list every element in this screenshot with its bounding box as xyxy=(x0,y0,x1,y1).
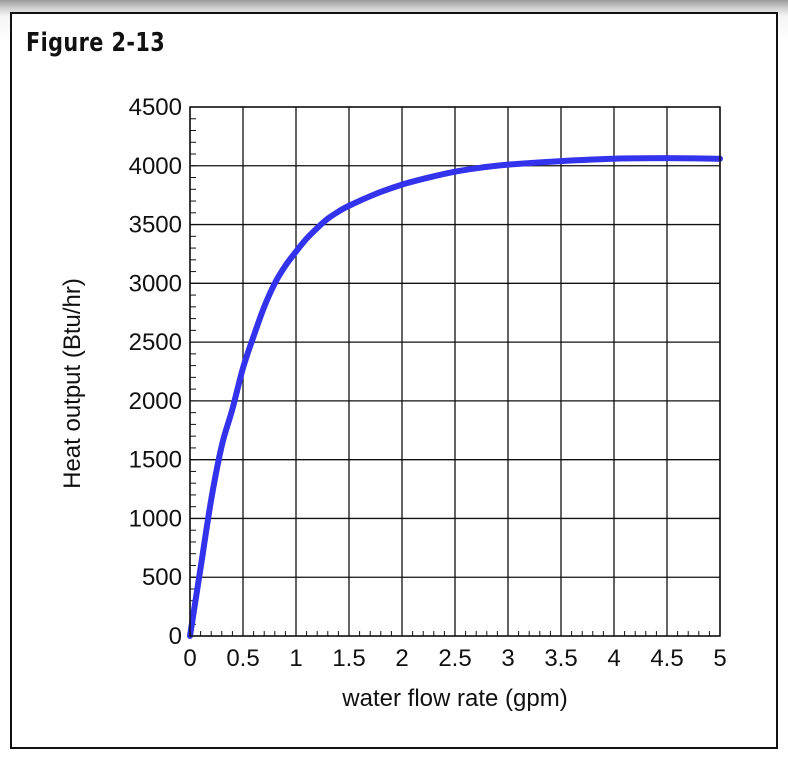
plot-border xyxy=(189,106,721,637)
x-tick-label: 1.5 xyxy=(332,645,365,672)
figure-title: Figure 2-13 xyxy=(26,28,166,58)
x-tick-labels: 0 0.5 1 1.5 2 2.5 3 3.5 4 4.5 5 xyxy=(183,645,726,672)
x-tick-label: 0 xyxy=(183,645,196,672)
figure-frame xyxy=(10,12,778,749)
x-tick-label: 3.5 xyxy=(544,645,577,672)
x-tick-label: 4 xyxy=(607,645,620,672)
x-tick-label: 1 xyxy=(289,645,302,672)
grid xyxy=(189,106,721,637)
y-tick-label: 3000 xyxy=(129,270,182,297)
x-axis-title: water flow rate (gpm) xyxy=(341,685,567,712)
x-tick-label: 4.5 xyxy=(650,645,683,672)
y-tick-label: 500 xyxy=(142,564,182,591)
x-tick-label: 3 xyxy=(501,645,514,672)
y-tick-labels: 0 500 1000 1500 2000 2500 3000 3500 4000 4500 xyxy=(129,94,182,650)
series-line xyxy=(187,155,723,639)
x-tick-label: 2.5 xyxy=(438,645,471,672)
y-tick-label: 4500 xyxy=(129,94,182,121)
x-tick-label: 2 xyxy=(395,645,408,672)
y-tick-label: 2500 xyxy=(129,329,182,356)
x-tick-label: 0.5 xyxy=(226,645,259,672)
y-tick-label: 1000 xyxy=(129,505,182,532)
y-tick-label: 3500 xyxy=(129,212,182,239)
y-axis-title: Heat output (Btu/hr) xyxy=(59,278,86,489)
y-tick-label: 2000 xyxy=(129,388,182,415)
y-tick-label: 0 xyxy=(169,623,182,650)
minor-ticks xyxy=(189,106,721,637)
y-tick-label: 1500 xyxy=(129,447,182,474)
y-tick-label: 4000 xyxy=(129,153,182,180)
x-tick-label: 5 xyxy=(713,645,726,672)
series-layer xyxy=(187,155,723,639)
